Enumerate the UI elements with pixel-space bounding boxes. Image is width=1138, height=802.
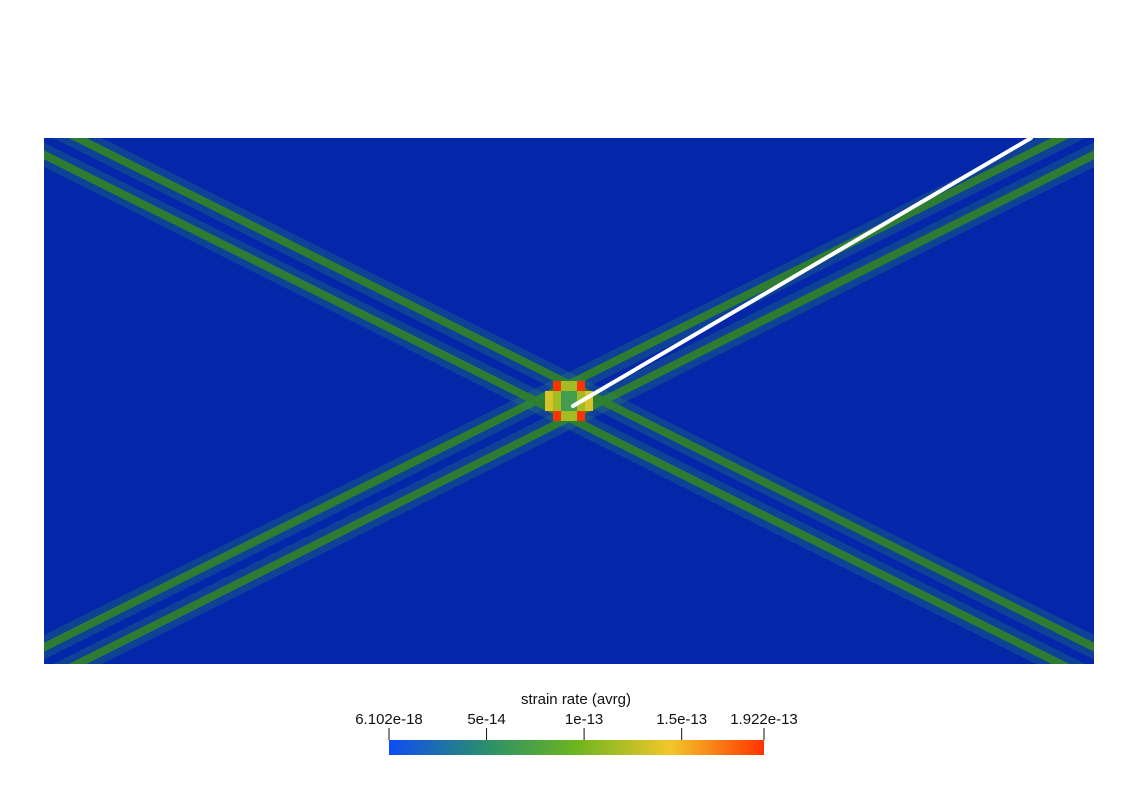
colorbar-tick-label: 5e-14 — [467, 711, 505, 728]
line-overlay — [571, 138, 1033, 408]
anomaly-cell — [577, 381, 585, 391]
anomaly-cell — [577, 411, 585, 421]
center-anomaly — [545, 381, 593, 421]
mesh-domain — [44, 138, 1094, 664]
anomaly-cell — [561, 401, 569, 411]
anomaly-cell — [561, 391, 569, 401]
colorbar-tick-label: 1e-13 — [565, 711, 603, 728]
anomaly-cell — [545, 391, 553, 401]
anomaly-cell — [569, 411, 577, 421]
anomaly-cell — [577, 391, 585, 401]
anomaly-cell — [553, 381, 561, 391]
colorbar-ticks: 6.102e-18 5e-14 1e-13 1.5e-13 1.922e-13 — [355, 711, 798, 740]
anomaly-cell — [569, 391, 577, 401]
colorbar-tick-label: 1.922e-13 — [730, 711, 798, 728]
anomaly-cell — [561, 411, 569, 421]
anomaly-cell — [553, 411, 561, 421]
colorbar-gradient — [389, 740, 764, 755]
probe-line — [571, 138, 1033, 408]
anomaly-cell — [561, 381, 569, 391]
anomaly-cell — [577, 401, 585, 411]
anomaly-cell — [553, 391, 561, 401]
colorbar-title: strain rate (avrg) — [521, 691, 631, 708]
colorbar: strain rate (avrg) 6.102e-18 5e-14 1e-13 1.… — [355, 691, 798, 755]
anomaly-cell — [569, 381, 577, 391]
colorbar-tick-label: 6.102e-18 — [355, 711, 423, 728]
anomaly-cell — [545, 401, 553, 411]
colorbar-tick-label: 1.5e-13 — [656, 711, 707, 728]
anomaly-cell — [553, 401, 561, 411]
anomaly-cell — [585, 401, 593, 411]
